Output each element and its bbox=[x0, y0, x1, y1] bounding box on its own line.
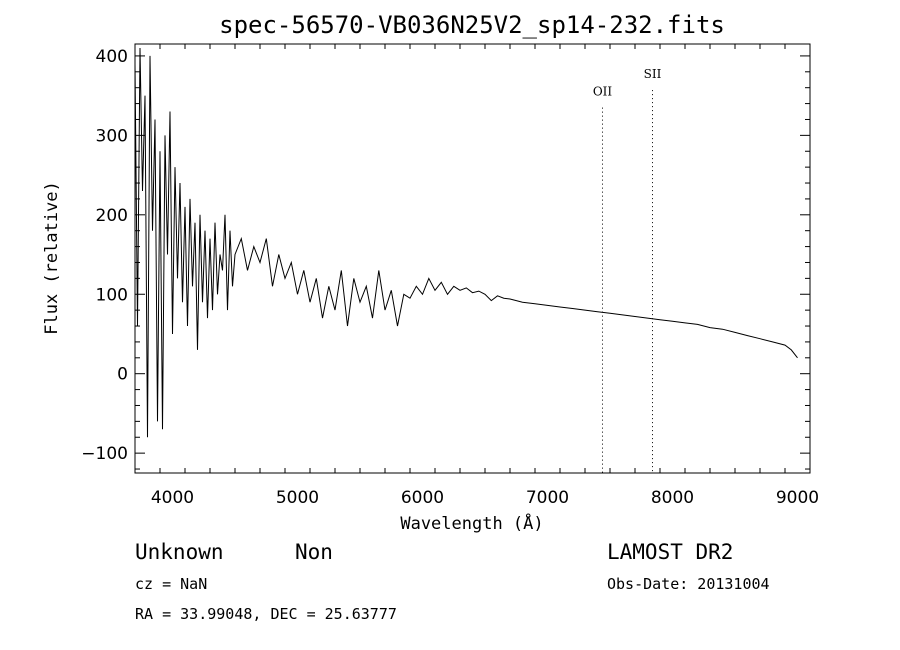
x-tick-label: 9000 bbox=[776, 488, 819, 508]
chart-title: spec-56570-VB036N25V2_sp14-232.fits bbox=[219, 11, 725, 39]
y-tick-label: 300 bbox=[96, 126, 128, 146]
plot-frame bbox=[134, 43, 811, 474]
y-axis: −100 0 100 200 300 400 bbox=[81, 47, 810, 470]
line-label-oii: OII bbox=[593, 85, 613, 99]
x-axis-title: Wavelength (Å) bbox=[400, 512, 543, 534]
redshift-text: cz = NaN bbox=[135, 575, 207, 593]
y-axis-title: Flux (relative) bbox=[42, 181, 62, 335]
coordinates-text: RA = 33.99048, DEC = 25.63777 bbox=[135, 605, 397, 623]
line-label-sii: SII bbox=[644, 67, 662, 81]
obs-date-text: Obs-Date: 20131004 bbox=[607, 575, 770, 593]
y-tick-label: 200 bbox=[96, 206, 128, 226]
x-tick-label: 8000 bbox=[651, 488, 694, 508]
x-tick-label: 5000 bbox=[276, 488, 319, 508]
line-markers: OII SII bbox=[593, 67, 662, 473]
x-tick-label: 4000 bbox=[151, 488, 194, 508]
y-tick-label: −100 bbox=[81, 444, 128, 464]
object-subclass: Non bbox=[295, 540, 333, 564]
y-tick-label: 0 bbox=[117, 365, 128, 385]
spectrum-series-line bbox=[134, 47, 798, 438]
y-tick-label: 100 bbox=[96, 285, 128, 305]
y-tick-label: 400 bbox=[96, 47, 128, 67]
survey-name: LAMOST DR2 bbox=[607, 540, 733, 564]
object-class: Unknown bbox=[135, 540, 224, 564]
x-tick-label: 6000 bbox=[401, 488, 444, 508]
x-tick-label: 7000 bbox=[526, 488, 569, 508]
x-axis: 4000 5000 6000 7000 8000 9000 bbox=[134, 44, 819, 508]
